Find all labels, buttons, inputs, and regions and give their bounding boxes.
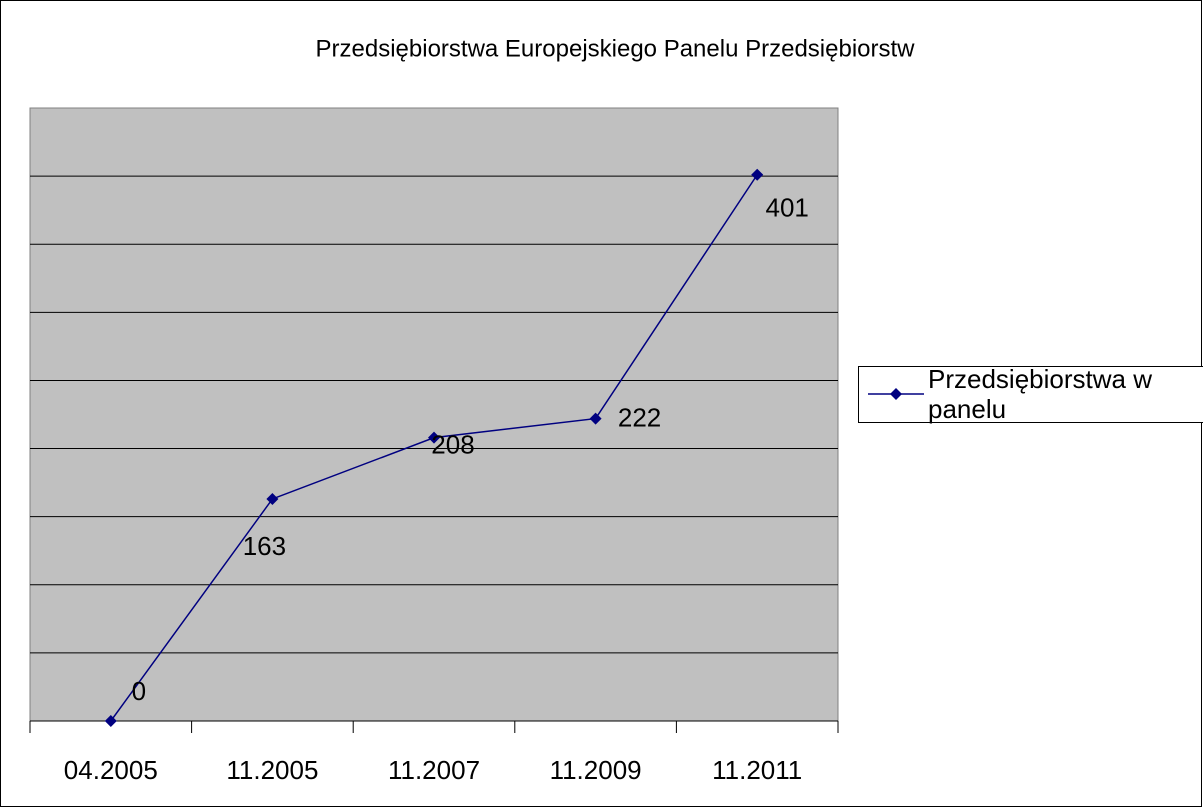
data-label: 401 — [766, 193, 809, 223]
plot-area — [29, 107, 839, 722]
marker — [266, 492, 279, 505]
marker — [428, 431, 440, 444]
marker — [589, 412, 602, 425]
x-tick-label: 11.2009 — [550, 755, 642, 785]
x-tick-label: 04.2005 — [64, 755, 158, 785]
marker — [104, 715, 117, 727]
marker — [751, 168, 764, 181]
data-label: 0 — [132, 676, 146, 706]
data-label: 222 — [618, 402, 661, 432]
legend-entry: Przedsiębiorstwa w panelu — [928, 364, 1152, 424]
legend-marker — [890, 388, 902, 400]
data-label: 208 — [431, 430, 474, 460]
x-tick-label: 11.2007 — [388, 755, 480, 785]
legend-label: Przedsiębiorstwa w panelu — [928, 364, 1152, 424]
chart-title: Przedsiębiorstwa Europejskiego Panelu Pr… — [316, 35, 916, 62]
x-tick-label: 11.2011 — [712, 755, 802, 785]
x-tick-label: 11.2005 — [226, 755, 318, 785]
data-label: 163 — [243, 531, 286, 561]
